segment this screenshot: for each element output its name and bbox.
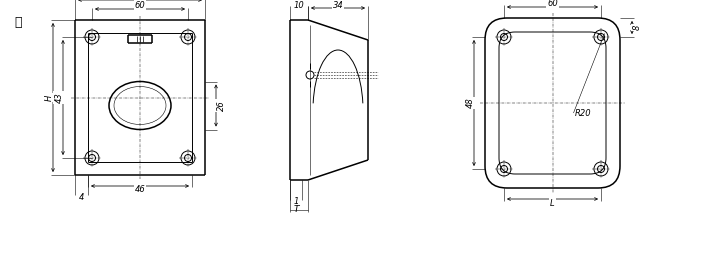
Text: Ⓑ: Ⓑ [15,16,22,28]
Text: 48: 48 [465,98,475,108]
Text: 4: 4 [79,192,84,202]
Text: 1: 1 [293,198,299,207]
Text: 60: 60 [134,2,145,10]
Text: 60: 60 [547,0,558,9]
Text: 8: 8 [632,25,641,30]
Text: 46: 46 [134,185,145,195]
Text: 26: 26 [217,100,225,111]
Text: R20: R20 [574,109,591,117]
Text: H: H [44,94,54,100]
Text: 34: 34 [333,1,343,9]
Text: L1: L1 [135,0,145,2]
Text: T: T [293,206,299,214]
Text: 10: 10 [294,1,305,9]
Text: 43: 43 [55,92,63,103]
Text: L: L [550,199,555,207]
